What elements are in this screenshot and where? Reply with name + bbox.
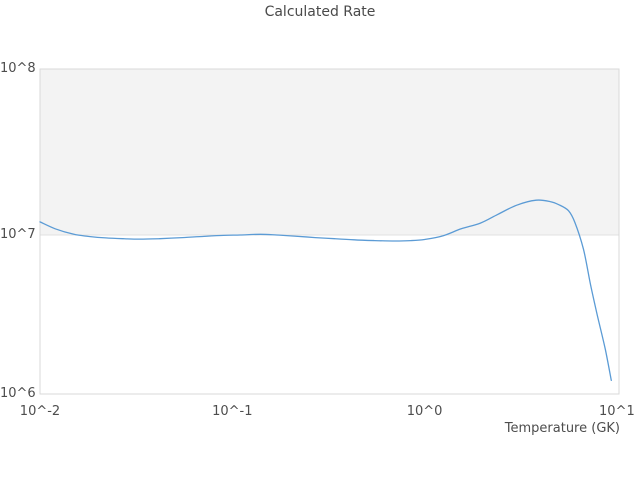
x-tick-label: 10^0 bbox=[406, 404, 443, 419]
y-tick-label: 10^8 bbox=[0, 61, 36, 76]
x-tick-label: 10^1 bbox=[599, 404, 635, 419]
x-tick-label: 10^-2 bbox=[19, 404, 61, 419]
decade-band bbox=[40, 69, 619, 235]
y-tick-label: 10^7 bbox=[0, 227, 36, 242]
x-tick-label: 10^-1 bbox=[212, 404, 253, 419]
chart-title: Calculated Rate bbox=[264, 4, 376, 20]
rate-curve bbox=[39, 199, 612, 382]
y-tick-label: 10^6 bbox=[0, 386, 36, 401]
x-axis-title: Temperature (GK) bbox=[504, 421, 620, 436]
plot-border bbox=[39, 68, 620, 395]
